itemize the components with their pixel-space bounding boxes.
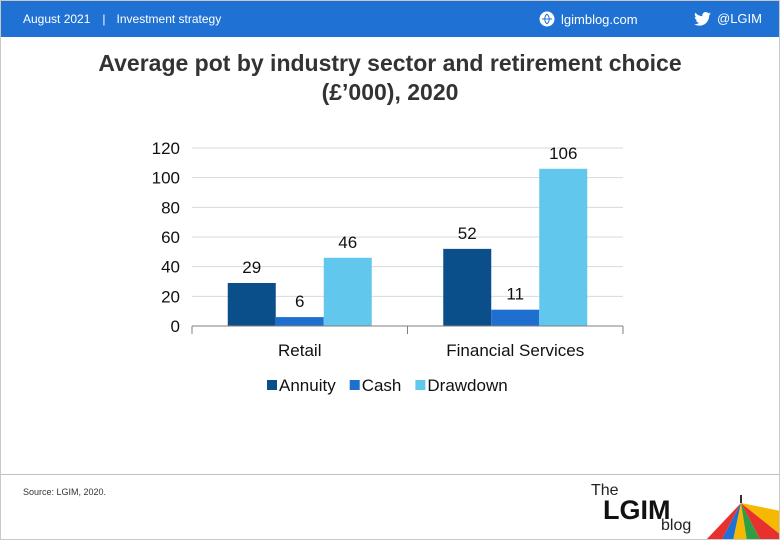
y-tick-label: 60	[161, 228, 180, 247]
y-tick-label: 40	[161, 258, 180, 277]
chart-title: Average pot by industry sector and retir…	[1, 49, 779, 107]
source-note: Source: LGIM, 2020.	[23, 487, 107, 497]
y-tick-label: 120	[152, 139, 180, 158]
legend-label-cash: Cash	[362, 376, 402, 395]
header-separator: |	[102, 12, 106, 26]
header-bar: August 2021 | Investment strategy lgimblog…	[1, 1, 779, 37]
bar-annuity	[443, 248, 492, 326]
legend-label-annuity: Annuity	[279, 376, 336, 395]
data-label: 106	[549, 144, 577, 163]
legend-swatch-annuity	[267, 380, 277, 390]
footer-divider	[1, 474, 779, 475]
bar-drawdown	[323, 257, 372, 326]
site-link[interactable]: lgimblog.com	[539, 11, 638, 27]
data-label: 29	[242, 258, 261, 277]
bar-cash	[491, 309, 540, 326]
lgim-blog-logo: The LGIM blog	[587, 479, 707, 537]
bar-cash	[275, 317, 324, 326]
category-label: Financial Services	[446, 341, 584, 360]
title-line-1: Average pot by industry sector and retir…	[98, 50, 682, 76]
category-label: Retail	[278, 341, 321, 360]
twitter-icon	[694, 11, 711, 26]
bar-annuity	[227, 282, 276, 326]
data-label: 11	[506, 285, 524, 304]
site-label: lgimblog.com	[561, 11, 638, 27]
title-line-2: (£’000), 2020	[321, 79, 459, 105]
header-date: August 2021	[23, 12, 91, 26]
legend-swatch-cash	[349, 380, 360, 390]
y-tick-label: 0	[171, 317, 180, 336]
header-section: Investment strategy	[116, 12, 222, 26]
bar-drawdown	[539, 168, 588, 326]
twitter-link[interactable]: @LGIM	[694, 11, 762, 26]
logo-blog: blog	[661, 517, 692, 534]
data-label: 46	[338, 233, 357, 252]
y-tick-label: 80	[161, 198, 180, 217]
y-tick-label: 100	[152, 169, 180, 188]
globe-icon	[539, 11, 555, 27]
legend-swatch-drawdown	[415, 380, 426, 390]
umbrella-icon	[706, 495, 779, 539]
logo-the: The	[591, 482, 619, 499]
twitter-handle: @LGIM	[717, 11, 762, 26]
logo-lgim: LGIM	[603, 495, 671, 525]
header-left: August 2021 | Investment strategy	[23, 12, 221, 26]
legend-label-drawdown: Drawdown	[427, 376, 507, 395]
data-label: 52	[458, 224, 477, 243]
y-tick-label: 20	[161, 287, 180, 306]
data-label: 6	[295, 292, 304, 311]
bar-chart: 0 20 40 60 80 100 120 29 6 46 Retail 52 11 106 Financi…	[152, 139, 624, 395]
